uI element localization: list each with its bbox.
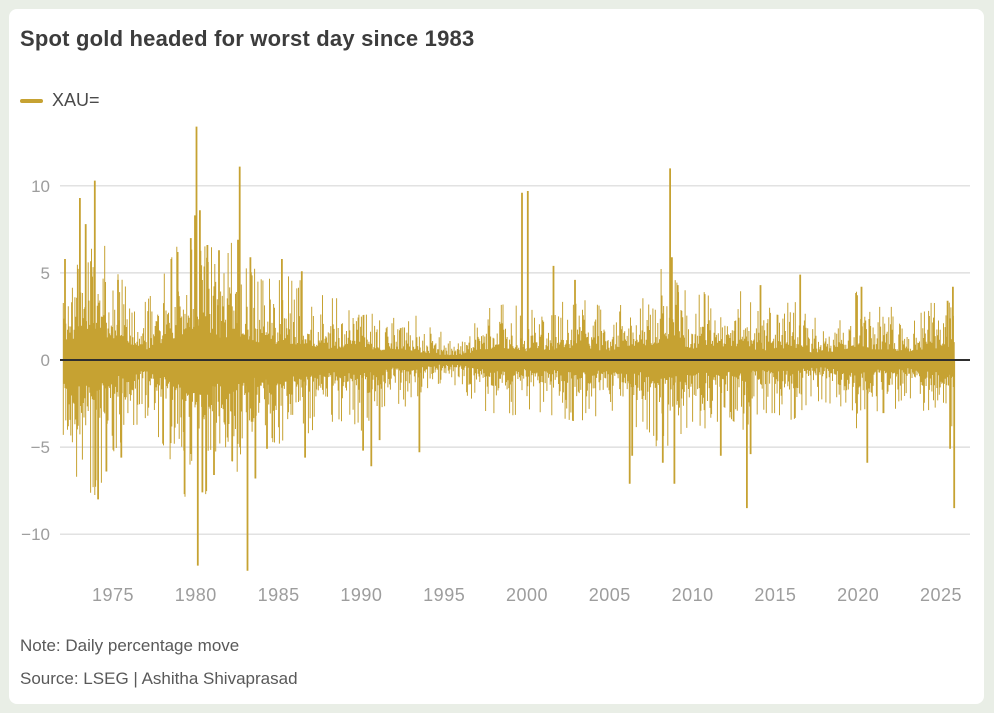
x-axis-tick-label: 2025: [920, 585, 962, 605]
y-axis-tick-label: 0: [41, 351, 50, 370]
x-axis-tick-label: 2015: [754, 585, 796, 605]
x-axis-tick-label: 1990: [340, 585, 382, 605]
chart-note: Note: Daily percentage move: [20, 636, 240, 655]
x-axis-tick-label: 1985: [258, 585, 300, 605]
chart-source: Source: LSEG | Ashitha Shivaprasad: [20, 669, 298, 688]
legend-label: XAU=: [52, 90, 100, 110]
xau-series-notable-moves: [64, 126, 956, 571]
chart-title: Spot gold headed for worst day since 198…: [20, 26, 475, 51]
x-axis-tick-label: 2005: [589, 585, 631, 605]
x-axis-tick-label: 1975: [92, 585, 134, 605]
y-axis-tick-label: −10: [21, 525, 50, 544]
x-axis-tick-label: 2020: [837, 585, 879, 605]
legend: XAU=: [20, 90, 100, 111]
x-axis-tick-label: 2010: [672, 585, 714, 605]
x-axis-tick-label: 2000: [506, 585, 548, 605]
x-axis-tick-label: 1980: [175, 585, 217, 605]
y-axis-tick-label: 10: [31, 177, 50, 196]
legend-swatch-icon: [20, 98, 43, 103]
y-axis-tick-label: −5: [31, 438, 50, 457]
y-axis-tick-label: 5: [41, 264, 50, 283]
xau-series: [62, 220, 955, 497]
x-axis-tick-label: 1995: [423, 585, 465, 605]
